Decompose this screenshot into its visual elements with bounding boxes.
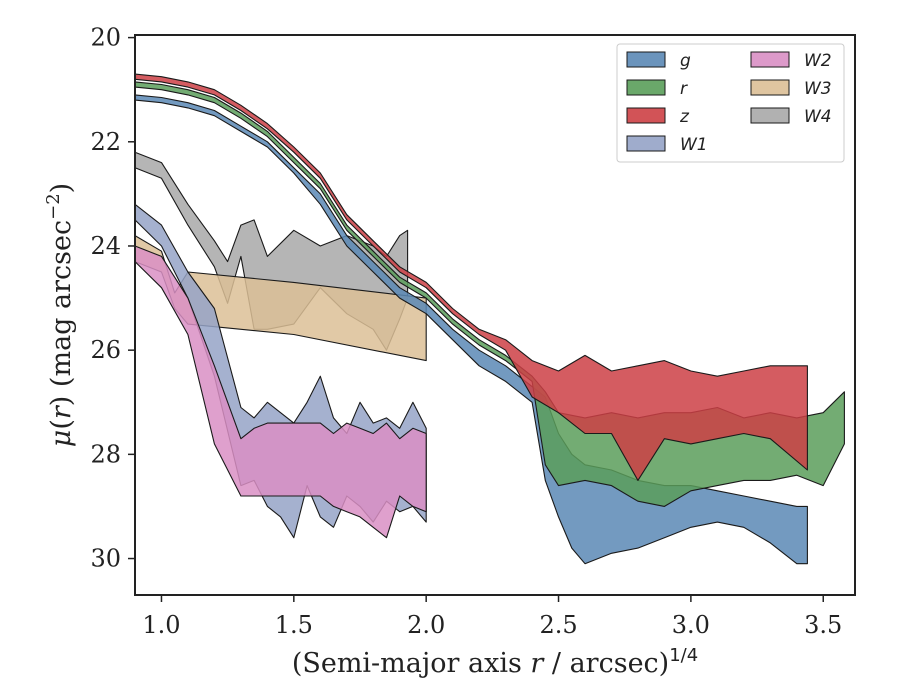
legend-swatch-g xyxy=(626,51,666,68)
x-tick-label: 2.5 xyxy=(539,611,577,639)
legend-label-g: g xyxy=(680,51,691,71)
x-tick-label: 3.5 xyxy=(804,611,842,639)
legend-swatch-w3 xyxy=(750,79,790,96)
band-g xyxy=(134,94,808,565)
y-axis-label: μ(r) (mag arcsec−2) xyxy=(43,183,77,447)
y-tick-label: 24 xyxy=(90,232,121,260)
y-tick-label: 28 xyxy=(90,440,121,468)
legend-label-w2: W2 xyxy=(804,51,832,71)
legend-label-w1: W1 xyxy=(680,135,708,155)
legend-swatch-w4 xyxy=(750,107,790,124)
band-r xyxy=(134,81,845,507)
y-tick-label: 20 xyxy=(90,24,121,52)
legend-swatch-z xyxy=(626,107,666,124)
legend: grz W1 W2 W3 W4 xyxy=(616,43,845,163)
band-z xyxy=(134,73,808,481)
legend-label-w3: W3 xyxy=(804,79,832,99)
y-tick-label: 22 xyxy=(90,128,121,156)
legend-box xyxy=(616,43,845,163)
legend-label-w4: W4 xyxy=(804,107,832,127)
x-tick-label: 3.0 xyxy=(672,611,710,639)
x-tick-label: 1.5 xyxy=(275,611,313,639)
legend-label-z: z xyxy=(679,107,690,127)
x-tick-label: 1.0 xyxy=(142,611,180,639)
legend-swatch-w2 xyxy=(750,51,790,68)
y-tick-label: 26 xyxy=(90,336,121,364)
band-w2 xyxy=(134,245,427,539)
profile-bands xyxy=(134,73,845,565)
plot-frame xyxy=(134,34,856,596)
x-axis-label: (Semi-major axis r / arcsec)1/4 xyxy=(292,645,698,679)
y-tick-label: 30 xyxy=(90,545,121,573)
legend-swatch-r xyxy=(626,79,666,96)
axis-ticks: 1.0 1.5 2.0 2.5 3.0 3.5 20 22 24 26 28 30 xyxy=(90,24,842,639)
x-tick-label: 2.0 xyxy=(407,611,445,639)
legend-swatch-w1 xyxy=(626,135,666,152)
legend-label-r: r xyxy=(680,79,688,99)
